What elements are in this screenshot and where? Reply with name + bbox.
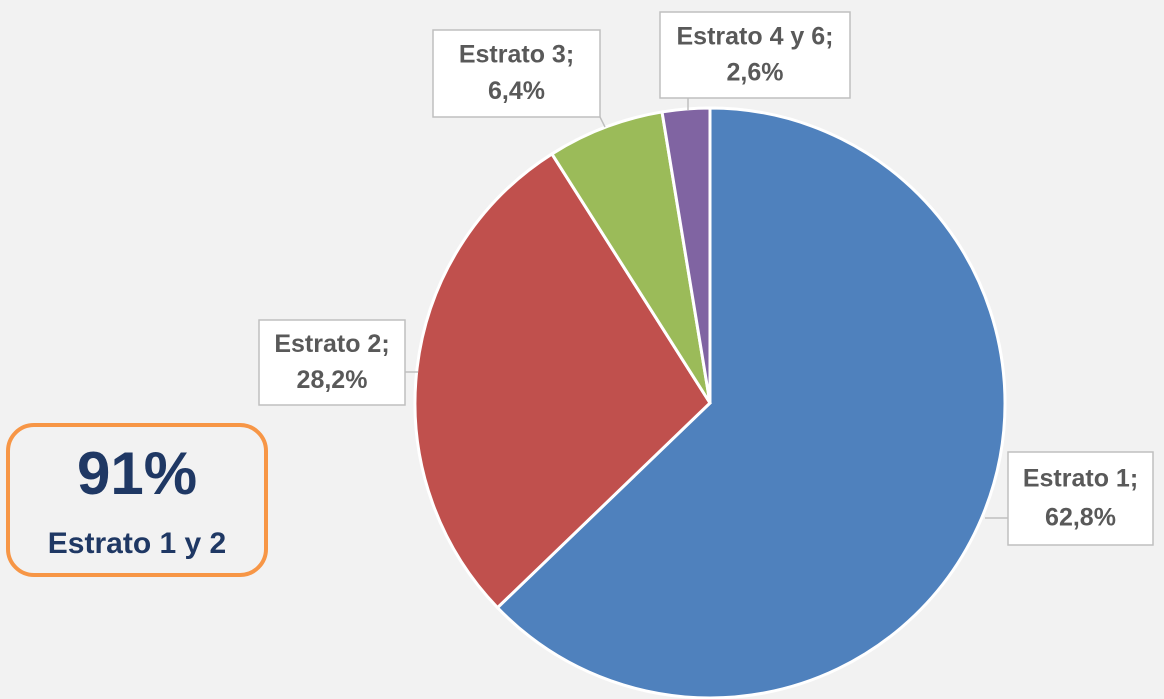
label-box bbox=[1007, 451, 1154, 546]
annotation-box bbox=[6, 423, 268, 577]
slice-category: Estrato 1; bbox=[1023, 465, 1138, 493]
pie-slice bbox=[495, 106, 1007, 699]
slice-value-label: 6,4% bbox=[488, 77, 545, 105]
pie-slice bbox=[413, 151, 712, 610]
label-box bbox=[432, 29, 601, 118]
annotation-text: Estrato 1 y 2 bbox=[48, 527, 226, 560]
label-leader bbox=[599, 116, 606, 128]
pie-slice bbox=[660, 106, 712, 404]
pie-slice bbox=[549, 110, 712, 404]
slice-category: Estrato 2; bbox=[274, 330, 389, 358]
annotation-headline: 91% bbox=[77, 440, 197, 507]
slice-value-label: 62,8% bbox=[1045, 504, 1116, 532]
slice-category: Estrato 4 y 6; bbox=[676, 22, 833, 50]
slice-value-label: 2,6% bbox=[727, 59, 784, 87]
slice-category: Estrato 3; bbox=[459, 41, 574, 69]
slice-value-label: 28,2% bbox=[297, 366, 368, 394]
label-box bbox=[258, 319, 406, 406]
label-box bbox=[659, 11, 851, 99]
